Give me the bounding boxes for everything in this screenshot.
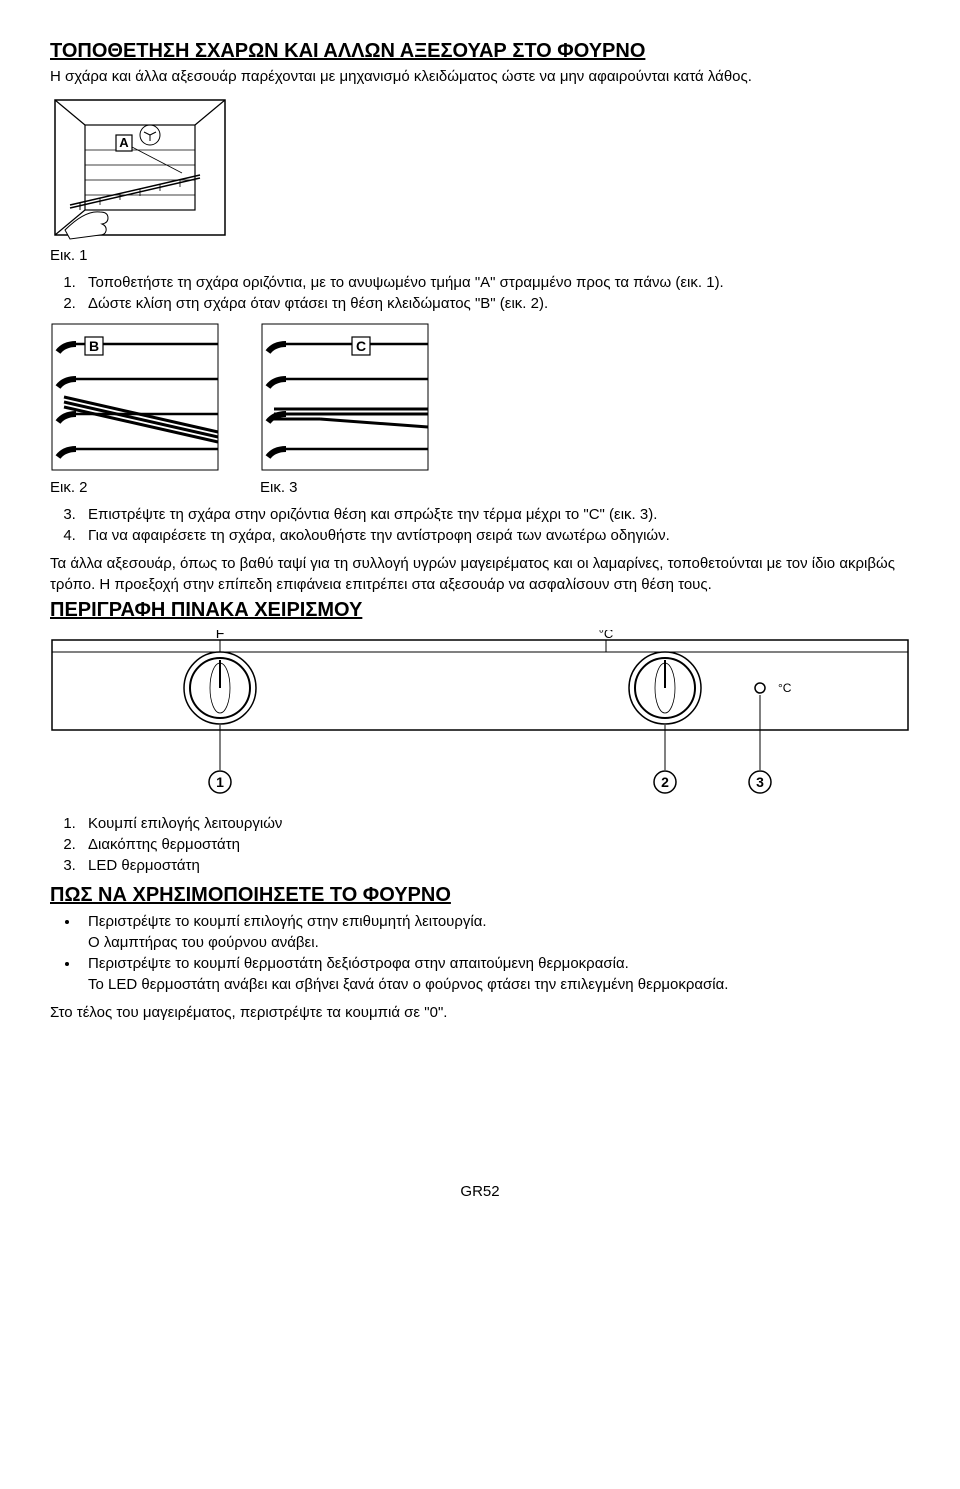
callout-2: 2 <box>661 774 669 790</box>
label-c: C <box>356 338 366 354</box>
callout-1: 1 <box>216 774 224 790</box>
fig3-caption: Εικ. 3 <box>260 479 430 496</box>
use-bullet-1: Περιστρέψτε το κουμπί επιλογής στην επιθ… <box>80 911 910 953</box>
panel-legend: Κουμπί επιλογής λειτουργιών Διακόπτης θε… <box>50 813 910 876</box>
steps-a: Τοποθετήστε τη σχάρα οριζόντια, με το αν… <box>50 272 910 314</box>
legend-3: LED θερμοστάτη <box>80 855 910 876</box>
panel-label-c2: °C <box>778 681 792 695</box>
intro-text: Η σχάρα και άλλα αξεσουάρ παρέχονται με … <box>50 67 910 87</box>
panel-label-c1: °C <box>599 630 614 641</box>
section-title-panel: ΠΕΡΙΓΡΑΦΗ ΠΙΝΑΚΑ ΧΕΙΡΙΣΜΟΥ <box>50 599 910 622</box>
step-a2: Δώστε κλίση στη σχάρα όταν φτάσει τη θέσ… <box>80 293 910 314</box>
note-text: Τα άλλα αξεσουάρ, όπως το βαθύ ταψί για … <box>50 554 910 595</box>
panel-label-f: F <box>216 630 225 641</box>
use-bullets: Περιστρέψτε το κουμπί επιλογής στην επιθ… <box>50 911 910 995</box>
page-footer: GR52 <box>50 1183 910 1200</box>
legend-2: Διακόπτης θερμοστάτη <box>80 834 910 855</box>
figure-1: A Εικ. 1 <box>50 95 910 264</box>
closing-text: Στο τέλος του μαγειρέματος, περιστρέψτε … <box>50 1003 910 1023</box>
step-b3: Επιστρέψτε τη σχάρα στην οριζόντια θέση … <box>80 504 910 525</box>
label-a: A <box>119 135 129 150</box>
section-title-install: ΤΟΠΟΘΕΤΗΣΗ ΣΧΑΡΩΝ ΚΑΙ ΑΛΛΩΝ ΑΞΕΣΟΥΑΡ ΣΤΟ… <box>50 40 910 63</box>
step-b4: Για να αφαιρέσετε τη σχάρα, ακολουθήστε … <box>80 525 910 546</box>
steps-b: Επιστρέψτε τη σχάρα στην οριζόντια θέση … <box>50 504 910 546</box>
control-panel-diagram: F °C °C 1 2 3 <box>50 630 910 805</box>
use-bullet-2: Περιστρέψτε το κουμπί θερμοστάτη δεξιόστ… <box>80 953 910 995</box>
fig2-caption: Εικ. 2 <box>50 479 220 496</box>
figures-2-3: B Εικ. 2 C <box>50 322 910 496</box>
callout-3: 3 <box>756 774 764 790</box>
label-b: B <box>89 338 99 354</box>
fig1-caption: Εικ. 1 <box>50 247 910 264</box>
step-a1: Τοποθετήστε τη σχάρα οριζόντια, με το αν… <box>80 272 910 293</box>
legend-1: Κουμπί επιλογής λειτουργιών <box>80 813 910 834</box>
section-title-use: ΠΩΣ ΝΑ ΧΡΗΣΙΜΟΠΟΙΗΣΕΤΕ ΤΟ ΦΟΥΡΝΟ <box>50 884 910 907</box>
